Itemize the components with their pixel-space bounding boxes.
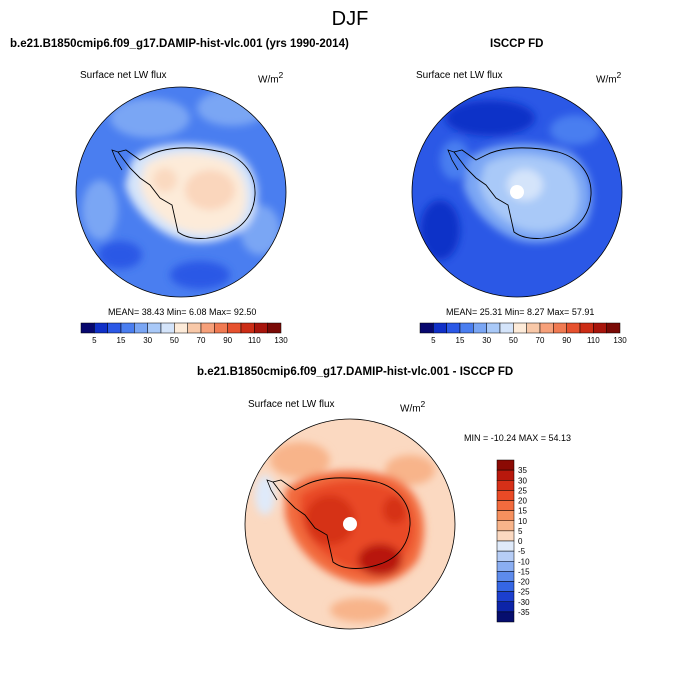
obs-colorbar-swatch bbox=[606, 322, 621, 334]
obs-stats: MEAN= 25.31 Min= 8.27 Max= 57.91 bbox=[446, 307, 595, 317]
obs-colorbar-swatch bbox=[566, 322, 581, 334]
diff-colorbar-swatch bbox=[496, 480, 515, 491]
obs-colorbar-tick-label: 130 bbox=[613, 336, 627, 345]
season-title: DJF bbox=[331, 8, 369, 30]
model-colorbar-swatch bbox=[267, 322, 282, 334]
obs-colorbar-tick-label: 110 bbox=[587, 336, 600, 345]
model-colorbar-tick-label: 15 bbox=[117, 336, 126, 345]
model-variable-label: Surface net LW flux bbox=[80, 70, 167, 81]
model-colorbar-tick-label: 50 bbox=[170, 336, 179, 345]
model-stats: MEAN= 38.43 Min= 6.08 Max= 92.50 bbox=[108, 307, 257, 317]
diff-colorbar-tick-label: -15 bbox=[518, 567, 530, 576]
obs-colorbar-tick-label: 30 bbox=[482, 336, 491, 345]
model-panel-title: b.e21.B1850cmip6.f09_g17.DAMIP-hist-vlc.… bbox=[10, 38, 349, 50]
model-colorbar-swatch bbox=[187, 322, 202, 334]
diff-panel-title: b.e21.B1850cmip6.f09_g17.DAMIP-hist-vlc.… bbox=[197, 366, 514, 378]
obs-colorbar-swatch bbox=[433, 322, 447, 334]
obs-colorbar-swatch bbox=[419, 322, 434, 334]
model-colorbar-tick-label: 90 bbox=[223, 336, 232, 345]
diff-colorbar-tick-label: 5 bbox=[518, 527, 523, 536]
diff-colorbar-tick-label: -35 bbox=[518, 608, 530, 617]
obs-colorbar-swatch bbox=[486, 322, 501, 334]
model-colorbar-swatch bbox=[94, 322, 108, 334]
diff-colorbar-swatch bbox=[496, 561, 515, 572]
model-colorbar-swatch bbox=[227, 322, 242, 334]
obs-colorbar-swatch bbox=[513, 322, 527, 334]
diff-colorbar-swatch bbox=[496, 611, 515, 623]
diff-units-label: W/m2 bbox=[400, 399, 426, 415]
obs-colorbar-tick-label: 15 bbox=[456, 336, 465, 345]
model-colorbar-swatch bbox=[160, 322, 175, 334]
diff-colorbar-tick-label: 0 bbox=[518, 537, 523, 546]
obs-colorbar-swatch bbox=[553, 322, 567, 334]
diff-colorbar-swatch bbox=[496, 601, 515, 613]
diff-variable-label: Surface net LW flux bbox=[248, 399, 335, 410]
diff-polar-map bbox=[244, 418, 456, 630]
obs-colorbar-tick-label: 90 bbox=[562, 336, 571, 345]
diff-colorbar-swatch bbox=[496, 540, 515, 552]
model-units-label: W/m2 bbox=[258, 70, 284, 86]
obs-colorbar: 5 15 30 50 70 90 110 130 bbox=[419, 322, 627, 345]
model-colorbar-tick-label: 130 bbox=[274, 336, 288, 345]
diff-colorbar-tick-label: 30 bbox=[518, 476, 527, 485]
diff-colorbar-tick-label: -10 bbox=[518, 557, 530, 566]
model-colorbar-tick-label: 110 bbox=[248, 336, 261, 345]
diff-colorbar-swatch bbox=[496, 520, 515, 532]
diff-colorbar-tick-label: 10 bbox=[518, 517, 527, 526]
model-colorbar-swatch bbox=[200, 322, 215, 334]
diff-colorbar-tick-label: -5 bbox=[518, 547, 526, 556]
diff-colorbar-swatch bbox=[496, 459, 515, 471]
diff-colorbar-swatch bbox=[496, 469, 515, 481]
model-colorbar-tick-label: 70 bbox=[197, 336, 206, 345]
obs-colorbar-swatch bbox=[539, 322, 554, 334]
diff-colorbar-swatch bbox=[496, 510, 515, 521]
diff-colorbar-swatch bbox=[496, 581, 515, 592]
obs-colorbar-swatch bbox=[446, 322, 461, 334]
diff-colorbar-swatch bbox=[496, 490, 515, 501]
model-colorbar-swatch bbox=[120, 322, 135, 334]
obs-units-label: W/m2 bbox=[596, 70, 622, 86]
model-colorbar-swatch bbox=[174, 322, 188, 334]
obs-colorbar-swatch bbox=[459, 322, 474, 334]
model-colorbar: 5 15 30 50 70 90 110 130 bbox=[80, 322, 288, 345]
diff-colorbar-tick-label: -20 bbox=[518, 578, 530, 587]
model-colorbar-swatch bbox=[214, 322, 228, 334]
diff-colorbar-tick-label: -30 bbox=[518, 598, 530, 607]
diff-stats: MIN = -10.24 MAX = 54.13 bbox=[464, 433, 572, 443]
obs-colorbar-swatch bbox=[499, 322, 514, 334]
diff-colorbar-tick-label: -25 bbox=[518, 588, 530, 597]
diff-colorbar-swatch bbox=[496, 571, 515, 582]
diff-colorbar-tick-label: 20 bbox=[518, 497, 527, 506]
diff-colorbar-swatch bbox=[496, 500, 515, 511]
diff-colorbar-swatch bbox=[496, 591, 515, 602]
model-colorbar-swatch bbox=[147, 322, 162, 334]
obs-colorbar-tick-label: 5 bbox=[431, 336, 436, 345]
model-colorbar-swatch bbox=[134, 322, 148, 334]
model-colorbar-swatch bbox=[240, 322, 255, 334]
obs-colorbar-tick-label: 70 bbox=[536, 336, 545, 345]
model-colorbar-swatch bbox=[254, 322, 268, 334]
model-colorbar-swatch bbox=[80, 322, 95, 334]
obs-polar-map bbox=[411, 86, 623, 298]
diff-colorbar-tick-label: 25 bbox=[518, 486, 527, 495]
obs-panel-title: ISCCP FD bbox=[490, 38, 544, 50]
diff-colorbar-tick-label: 15 bbox=[518, 507, 527, 516]
obs-colorbar-swatch bbox=[579, 322, 594, 334]
obs-colorbar-swatch bbox=[593, 322, 607, 334]
diff-colorbar-swatch bbox=[496, 530, 515, 542]
model-colorbar-tick-label: 5 bbox=[92, 336, 97, 345]
obs-colorbar-swatch bbox=[526, 322, 541, 334]
model-colorbar-swatch bbox=[107, 322, 122, 334]
diff-colorbar-swatch bbox=[496, 550, 515, 562]
obs-variable-label: Surface net LW flux bbox=[416, 70, 503, 81]
model-polar-map bbox=[75, 86, 287, 298]
obs-colorbar-swatch bbox=[473, 322, 487, 334]
obs-colorbar-tick-label: 50 bbox=[509, 336, 518, 345]
model-colorbar-tick-label: 30 bbox=[143, 336, 152, 345]
diff-colorbar-tick-label: 35 bbox=[518, 466, 527, 475]
